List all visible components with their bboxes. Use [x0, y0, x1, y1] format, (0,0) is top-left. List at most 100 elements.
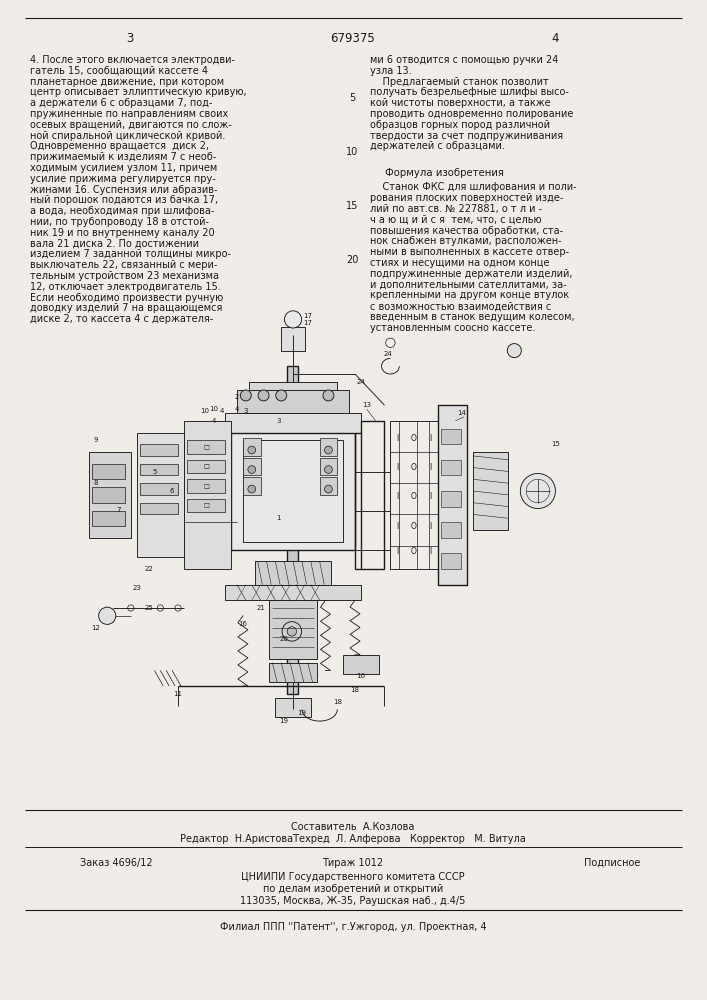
- Text: 11: 11: [173, 691, 182, 697]
- Text: 679375: 679375: [331, 32, 375, 45]
- Text: 17: 17: [303, 312, 312, 318]
- Circle shape: [248, 485, 256, 493]
- Text: твердости за счет подпружинивания: твердости за счет подпружинивания: [370, 131, 563, 141]
- Text: изделием 7 заданной толщины микро-: изделием 7 заданной толщины микро-: [30, 249, 231, 259]
- Bar: [438, 405, 467, 585]
- Text: I: I: [397, 463, 399, 472]
- Bar: [140, 483, 178, 495]
- Text: нок снабжен втулками, расположен-: нок снабжен втулками, расположен-: [370, 236, 561, 246]
- Text: держателей с образцами.: держателей с образцами.: [370, 141, 505, 151]
- Text: Филиал ППП ''Патент'', г.Ужгород, ул. Проектная, 4: Филиал ППП ''Патент'', г.Ужгород, ул. Пр…: [220, 922, 486, 932]
- Text: 20: 20: [280, 636, 288, 642]
- Bar: [187, 499, 226, 512]
- Text: O: O: [411, 547, 417, 556]
- Text: Тираж 1012: Тираж 1012: [322, 858, 384, 868]
- Bar: [440, 522, 461, 538]
- Text: 3: 3: [127, 32, 134, 45]
- Text: 12, отключает электродвигатель 15.: 12, отключает электродвигатель 15.: [30, 282, 221, 292]
- Bar: [320, 438, 337, 456]
- Text: 15: 15: [551, 441, 560, 447]
- Circle shape: [248, 446, 256, 454]
- Text: 13: 13: [362, 402, 371, 408]
- Text: 19: 19: [280, 718, 288, 724]
- Text: 7: 7: [117, 508, 121, 514]
- Text: выключатель 22, связанный с мери-: выключатель 22, связанный с мери-: [30, 260, 217, 270]
- Bar: [140, 503, 178, 514]
- Text: усилие прижима регулируется пру-: усилие прижима регулируется пру-: [30, 174, 216, 184]
- Text: 14: 14: [457, 410, 466, 416]
- Bar: [136, 432, 184, 557]
- Text: 16: 16: [238, 621, 247, 627]
- Bar: [390, 421, 438, 569]
- Text: ник 19 и по внутреннему каналу 20: ник 19 и по внутреннему каналу 20: [30, 228, 215, 238]
- Text: I: I: [429, 547, 432, 556]
- Text: гатель 15, сообщающий кассете 4: гатель 15, сообщающий кассете 4: [30, 66, 208, 76]
- Text: 4: 4: [235, 406, 239, 412]
- Circle shape: [323, 390, 334, 401]
- Bar: [287, 366, 298, 694]
- Text: 3: 3: [244, 408, 248, 414]
- Bar: [440, 429, 461, 444]
- Text: 8: 8: [93, 480, 98, 486]
- Text: осевых вращений, двигаются по слож-: осевых вращений, двигаются по слож-: [30, 120, 232, 130]
- Bar: [187, 479, 226, 493]
- Bar: [90, 452, 131, 538]
- Text: прижимаемый к изделиям 7 с необ-: прижимаемый к изделиям 7 с необ-: [30, 152, 216, 162]
- Text: O: O: [411, 522, 417, 531]
- Text: 16: 16: [356, 673, 366, 679]
- Text: 12: 12: [91, 624, 100, 631]
- Text: стиях и несущими на одном конце: стиях и несущими на одном конце: [370, 258, 549, 268]
- Text: 3: 3: [276, 418, 281, 424]
- Bar: [93, 510, 125, 526]
- Text: ный порошок подаются из бачка 17,: ный порошок подаются из бачка 17,: [30, 195, 218, 205]
- Text: жинами 16. Суспензия или абразив-: жинами 16. Суспензия или абразив-: [30, 185, 218, 195]
- Text: Заказ 4696/12: Заказ 4696/12: [80, 858, 153, 868]
- Bar: [243, 438, 261, 456]
- Bar: [281, 327, 305, 351]
- Text: лий по авт.св. № 227881, о т л и -: лий по авт.св. № 227881, о т л и -: [370, 204, 542, 214]
- Text: установленным соосно кассете.: установленным соосно кассете.: [370, 323, 535, 333]
- Text: ной спиральной циклической кривой.: ной спиральной циклической кривой.: [30, 131, 226, 141]
- Text: 4: 4: [220, 408, 224, 414]
- Text: кой чистоты поверхности, а также: кой чистоты поверхности, а также: [370, 98, 551, 108]
- Bar: [255, 561, 332, 585]
- Bar: [473, 452, 508, 530]
- Text: Редактор  Н.АристоваТехред  Л. Алферова   Корректор   М. Витула: Редактор Н.АристоваТехред Л. Алферова Ко…: [180, 834, 526, 844]
- Text: I: I: [429, 492, 432, 501]
- Text: Предлагаемый станок позволит: Предлагаемый станок позволит: [370, 77, 549, 87]
- Text: 25: 25: [144, 605, 153, 611]
- Bar: [249, 382, 337, 413]
- Text: образцов горных пород различной: образцов горных пород различной: [370, 120, 550, 130]
- Circle shape: [276, 390, 287, 401]
- Text: 21: 21: [256, 605, 265, 611]
- Text: I: I: [397, 492, 399, 501]
- Text: 4: 4: [551, 32, 559, 45]
- Bar: [243, 458, 261, 475]
- Text: I: I: [429, 522, 432, 531]
- Text: 5: 5: [349, 93, 355, 103]
- Text: 10: 10: [200, 408, 209, 414]
- Circle shape: [248, 466, 256, 473]
- Text: 10: 10: [209, 406, 218, 412]
- Text: 9: 9: [93, 437, 98, 443]
- Text: ч а ю щ и й с я  тем, что, с целью: ч а ю щ и й с я тем, что, с целью: [370, 215, 542, 225]
- Text: 4: 4: [211, 418, 216, 424]
- Text: центр описывает эллиптическую кривую,: центр описывает эллиптическую кривую,: [30, 87, 247, 97]
- Text: по делам изобретений и открытий: по делам изобретений и открытий: [263, 884, 443, 894]
- Circle shape: [98, 607, 116, 624]
- Bar: [187, 460, 226, 473]
- Text: 22: 22: [144, 566, 153, 572]
- Text: 18: 18: [351, 687, 359, 693]
- Text: Одновременно вращается  диск 2,: Одновременно вращается диск 2,: [30, 141, 209, 151]
- Circle shape: [325, 466, 332, 473]
- Text: 2: 2: [235, 394, 239, 400]
- Text: 4. После этого включается электродви-: 4. После этого включается электродви-: [30, 55, 235, 65]
- Text: 19: 19: [298, 710, 306, 716]
- Text: диске 2, то кассета 4 с держателя-: диске 2, то кассета 4 с держателя-: [30, 314, 214, 324]
- Bar: [237, 390, 349, 413]
- Bar: [93, 487, 125, 503]
- Circle shape: [258, 390, 269, 401]
- Text: 20: 20: [346, 255, 358, 265]
- Circle shape: [284, 311, 302, 328]
- Text: 24: 24: [383, 352, 392, 358]
